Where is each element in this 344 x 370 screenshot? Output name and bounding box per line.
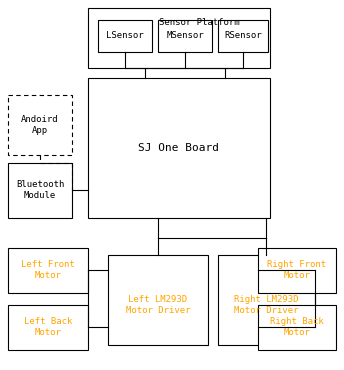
Text: Bluetooth
Module: Bluetooth Module — [16, 180, 64, 200]
Text: Sensor Platform: Sensor Platform — [159, 18, 240, 27]
Bar — [8, 305, 88, 350]
Text: SJ One Board: SJ One Board — [139, 143, 219, 153]
Bar — [88, 8, 270, 68]
Text: LSensor: LSensor — [106, 31, 144, 40]
Text: Left Front
Motor: Left Front Motor — [21, 260, 75, 280]
Text: MSensor: MSensor — [166, 31, 204, 40]
Text: RSensor: RSensor — [224, 31, 262, 40]
Bar — [258, 248, 336, 293]
Text: Right Back
Motor: Right Back Motor — [270, 317, 324, 337]
Bar — [218, 255, 315, 345]
Bar — [8, 248, 88, 293]
Text: Right LM293D
Motor Driver: Right LM293D Motor Driver — [234, 295, 298, 315]
Text: Left LM293D
Motor Driver: Left LM293D Motor Driver — [126, 295, 190, 315]
Text: Left Back
Motor: Left Back Motor — [24, 317, 72, 337]
Bar — [98, 20, 152, 52]
Text: Right Front
Motor: Right Front Motor — [267, 260, 326, 280]
Bar — [8, 163, 72, 218]
Text: Andoird
App: Andoird App — [21, 115, 59, 135]
Bar — [218, 20, 268, 52]
Bar — [8, 95, 72, 155]
Bar — [108, 255, 208, 345]
Bar — [258, 305, 336, 350]
Bar — [88, 78, 270, 218]
Bar — [158, 20, 212, 52]
